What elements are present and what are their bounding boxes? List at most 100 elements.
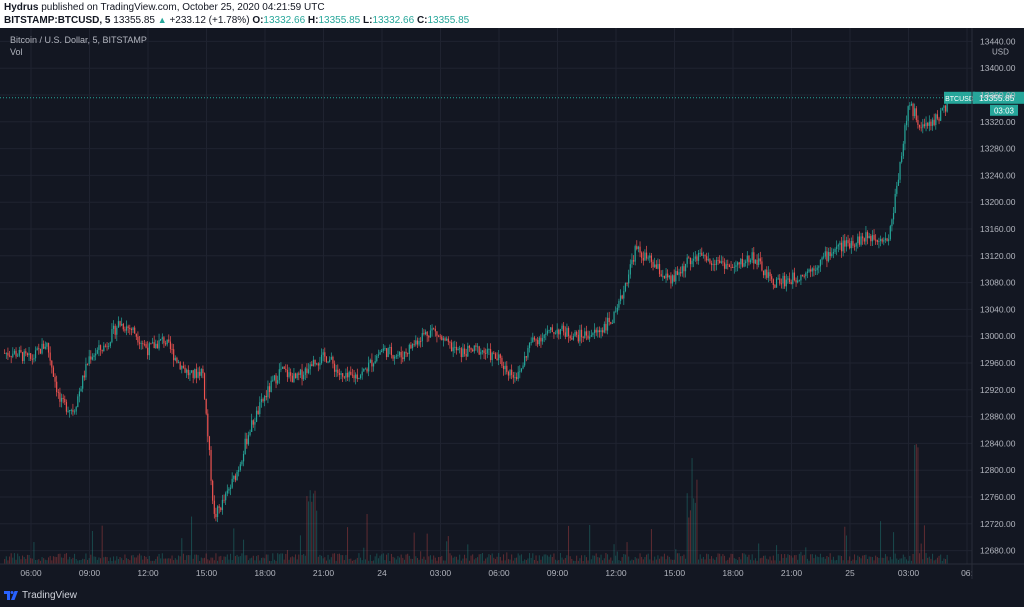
candle-body bbox=[907, 106, 909, 121]
chart-pane[interactable]: BTCUSD 13355.85 03:03 13440.00 13400.00 1336… bbox=[0, 28, 1024, 579]
candle-body bbox=[338, 373, 341, 375]
candle-body bbox=[320, 354, 323, 364]
volume-bar bbox=[51, 560, 53, 564]
candle-body bbox=[4, 352, 6, 354]
volume-bar bbox=[142, 559, 144, 564]
candle-body bbox=[910, 103, 913, 106]
candle-body bbox=[275, 375, 277, 384]
volume-bar bbox=[803, 554, 805, 564]
volume-bar bbox=[582, 560, 584, 564]
candle-body bbox=[278, 369, 280, 381]
candle-body bbox=[194, 369, 196, 378]
volume-bar bbox=[810, 554, 812, 564]
series-title[interactable]: Bitcoin / U.S. Dollar, 5, BITSTAMP bbox=[10, 35, 147, 45]
volume-bar bbox=[511, 554, 513, 564]
candle-body bbox=[127, 326, 129, 328]
candle-body bbox=[350, 371, 352, 375]
volume-bar bbox=[455, 556, 457, 564]
candle-body bbox=[389, 347, 391, 349]
axes: 13440.00 13400.00 13360.00 13320.00 13280.00… bbox=[0, 28, 1024, 579]
volume-bar bbox=[475, 558, 477, 564]
candle-body bbox=[486, 349, 488, 354]
candle-body bbox=[112, 325, 115, 329]
candle-body bbox=[619, 295, 622, 301]
price-tick-label: 13160.00 bbox=[980, 224, 1016, 234]
volume-bar bbox=[373, 560, 375, 564]
volume-bar bbox=[340, 555, 342, 564]
volume-bar bbox=[22, 555, 24, 564]
volume-bar bbox=[597, 557, 599, 564]
candle-body bbox=[223, 499, 225, 501]
candle-body bbox=[748, 255, 750, 263]
candle-body bbox=[39, 348, 42, 354]
volume-bar bbox=[382, 553, 384, 564]
volume-bar bbox=[805, 547, 807, 564]
volume-bar bbox=[101, 525, 103, 564]
high-value: 13355.85 bbox=[318, 15, 361, 26]
candle-body bbox=[241, 461, 243, 465]
volume-bar bbox=[875, 555, 877, 564]
candle-body bbox=[550, 327, 552, 330]
volume-bar bbox=[517, 553, 519, 564]
candle-body bbox=[504, 365, 506, 370]
volume-bar bbox=[371, 560, 373, 564]
candle-body bbox=[426, 331, 428, 336]
volume-bar bbox=[260, 557, 262, 564]
publisher-name[interactable]: Hydrus bbox=[4, 2, 39, 13]
price-chart[interactable]: BTCUSD 13355.85 03:03 13440.00 13400.00 1336… bbox=[0, 28, 1024, 579]
volume-bar bbox=[561, 557, 563, 564]
high-label: H: bbox=[307, 15, 319, 26]
candle-body bbox=[493, 352, 495, 354]
candle-body bbox=[459, 348, 461, 350]
candle-body bbox=[82, 375, 84, 389]
volume-bar bbox=[767, 559, 769, 564]
volume-bar bbox=[247, 560, 249, 564]
volume-bar bbox=[753, 560, 755, 564]
volume-bar bbox=[426, 533, 428, 564]
volume-bar bbox=[119, 557, 121, 564]
candle-body bbox=[892, 212, 895, 220]
candle-body bbox=[689, 257, 692, 265]
candle-body bbox=[878, 240, 880, 242]
volume-bar bbox=[789, 555, 791, 564]
candle-body bbox=[460, 348, 462, 357]
candle-body bbox=[545, 333, 547, 335]
price-tick-label: 12760.00 bbox=[980, 492, 1016, 502]
candle-body bbox=[173, 349, 175, 361]
candle-body bbox=[603, 323, 605, 333]
candle-body bbox=[832, 251, 835, 254]
volume-bar bbox=[909, 555, 911, 564]
volume-bar bbox=[124, 554, 126, 564]
candle-body bbox=[155, 343, 157, 349]
volume-bar bbox=[252, 555, 254, 564]
time-tick-label: 03:00 bbox=[898, 568, 920, 578]
candle-body bbox=[719, 260, 721, 263]
volume-label[interactable]: Vol bbox=[10, 47, 23, 57]
last-price-badge bbox=[973, 91, 1024, 104]
candle-body bbox=[488, 349, 490, 350]
candle-body bbox=[356, 374, 358, 380]
candle-body bbox=[364, 368, 367, 370]
volume-bar bbox=[379, 555, 381, 564]
candle-body bbox=[922, 124, 924, 128]
candle-body bbox=[333, 363, 336, 372]
candle-body bbox=[834, 248, 836, 252]
candle-body bbox=[702, 255, 705, 256]
volume-bar bbox=[532, 553, 534, 564]
candle-body bbox=[439, 335, 441, 337]
volume-bar bbox=[932, 553, 934, 564]
candle-body bbox=[618, 300, 620, 308]
candle-body bbox=[467, 345, 469, 357]
candle-body bbox=[392, 355, 394, 359]
volume-bar bbox=[564, 557, 566, 564]
candle-body bbox=[374, 361, 376, 364]
candle-body bbox=[701, 252, 703, 256]
volume-bar bbox=[923, 525, 925, 564]
time-tick-label: 15:00 bbox=[196, 568, 218, 578]
candle-body bbox=[62, 397, 64, 399]
volume-bar bbox=[598, 557, 600, 564]
time-tick-label: 09:00 bbox=[79, 568, 101, 578]
candle-body bbox=[239, 464, 241, 470]
volume-bar bbox=[732, 554, 734, 564]
tradingview-logo[interactable]: TradingView bbox=[4, 589, 77, 601]
